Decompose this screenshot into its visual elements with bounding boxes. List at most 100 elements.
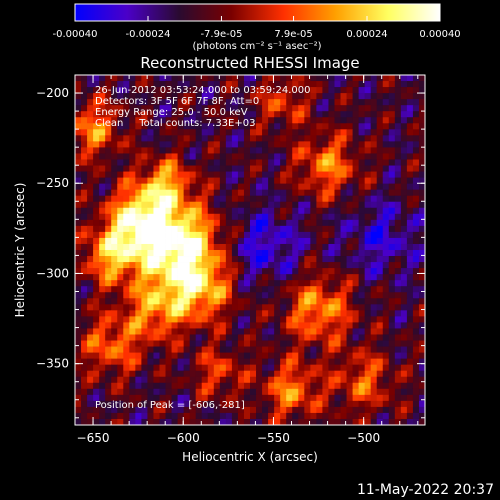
heatmap-cell	[370, 322, 378, 329]
heatmap-cell	[201, 111, 209, 118]
heatmap-cell	[334, 135, 341, 142]
heatmap-cell	[219, 280, 227, 287]
heatmap-cell	[400, 328, 408, 335]
heatmap-cell	[340, 340, 347, 347]
heatmap-cell	[213, 129, 221, 136]
heatmap-cell	[135, 189, 142, 197]
heatmap-cell	[340, 250, 347, 257]
heatmap-cell	[195, 117, 203, 124]
peak-position-label: Position of Peak = [-606,-281]	[95, 400, 245, 411]
heatmap-cell	[340, 322, 347, 329]
heatmap-cell	[334, 111, 341, 118]
heatmap-cell	[81, 322, 88, 329]
heatmap-cell	[213, 219, 221, 227]
heatmap-cell	[370, 376, 378, 384]
heatmap-cell	[243, 250, 251, 257]
heatmap-cell	[298, 231, 305, 239]
heatmap-cell	[328, 207, 335, 215]
heatmap-cell	[340, 237, 347, 245]
heatmap-cell	[81, 237, 88, 245]
heatmap-cell	[219, 376, 227, 384]
heatmap-cell	[105, 171, 112, 178]
heatmap-cell	[352, 394, 360, 402]
heatmap-cell	[207, 207, 215, 215]
heatmap-cell	[304, 165, 311, 172]
heatmap-cell	[304, 213, 311, 221]
heatmap-cell	[147, 129, 154, 136]
heatmap-cell	[177, 310, 185, 317]
heatmap-cell	[213, 243, 221, 251]
heatmap-cell	[262, 400, 269, 408]
heatmap-cell	[177, 388, 185, 396]
heatmap-cell	[201, 177, 209, 185]
heatmap-cell	[364, 183, 372, 191]
heatmap-cell	[207, 147, 215, 154]
heatmap-cell	[370, 268, 378, 275]
heatmap-cell	[268, 286, 275, 293]
heatmap-cell	[75, 189, 82, 197]
heatmap-cell	[207, 364, 215, 372]
heatmap-cell	[328, 81, 335, 88]
heatmap-cell	[147, 400, 154, 408]
heatmap-cell	[358, 117, 366, 124]
heatmap-cell	[123, 310, 130, 317]
heatmap-cell	[171, 298, 178, 305]
heatmap-cell	[81, 189, 88, 197]
heatmap-cell	[274, 219, 281, 227]
heatmap-cell	[165, 129, 172, 136]
heatmap-cell	[105, 358, 112, 366]
heatmap-cell	[87, 201, 94, 209]
heatmap-cell	[75, 334, 82, 341]
heatmap-cell	[286, 231, 293, 239]
heatmap-cell	[225, 129, 233, 136]
heatmap-cell	[394, 358, 402, 366]
heatmap-cell	[274, 99, 281, 106]
heatmap-cell	[286, 207, 293, 215]
heatmap-cell	[87, 237, 94, 245]
heatmap-cell	[298, 189, 305, 197]
heatmap-cell	[262, 93, 269, 100]
heatmap-cell	[123, 135, 130, 142]
heatmap-cell	[370, 364, 378, 372]
heatmap-cell	[147, 268, 154, 275]
heatmap-cell	[117, 129, 124, 136]
heatmap-cell	[135, 123, 142, 130]
heatmap-cell	[183, 189, 191, 197]
heatmap-cell	[406, 280, 414, 287]
heatmap-cell	[382, 352, 390, 360]
heatmap-cell	[406, 195, 414, 203]
heatmap-cell	[406, 165, 414, 172]
heatmap-cell	[207, 388, 215, 396]
heatmap-cell	[322, 243, 329, 251]
heatmap-cell	[358, 201, 366, 209]
heatmap-cell	[231, 400, 239, 408]
heatmap-cell	[328, 135, 335, 142]
heatmap-cell	[376, 219, 384, 227]
heatmap-cell	[316, 105, 323, 112]
heatmap-cell	[159, 183, 166, 191]
heatmap-cell	[81, 406, 88, 414]
heatmap-cell	[81, 328, 88, 335]
heatmap-cell	[382, 105, 390, 112]
heatmap-cell	[195, 177, 203, 185]
heatmap-cell	[81, 201, 88, 209]
heatmap-cell	[310, 310, 317, 317]
heatmap-cell	[219, 352, 227, 360]
heatmap-cell	[364, 123, 372, 130]
heatmap-cell	[328, 153, 335, 160]
heatmap-cell	[219, 274, 227, 281]
heatmap-cell	[298, 147, 305, 154]
heatmap-cell	[364, 394, 372, 402]
heatmap-cell	[298, 268, 305, 275]
heatmap-cell	[237, 322, 245, 329]
heatmap-cell	[394, 334, 402, 341]
heatmap-cell	[201, 87, 209, 94]
heatmap-cell	[340, 183, 347, 191]
heatmap-cell	[322, 268, 329, 275]
heatmap-cell	[117, 159, 124, 166]
heatmap-cell	[231, 412, 239, 420]
heatmap-cell	[159, 195, 166, 203]
heatmap-cell	[376, 274, 384, 281]
heatmap-cell	[262, 358, 269, 366]
heatmap-cell	[177, 213, 185, 221]
